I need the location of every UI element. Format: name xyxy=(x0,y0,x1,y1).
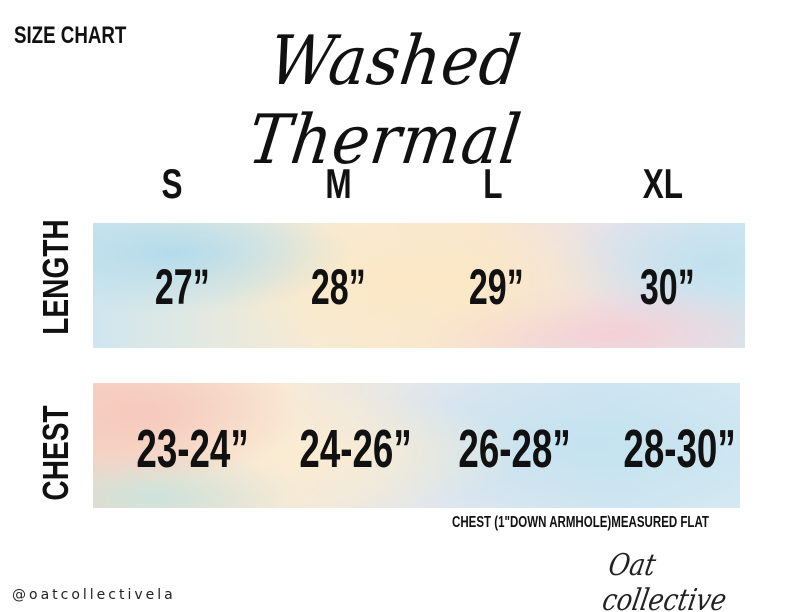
brand-logo: Oat collective xyxy=(599,548,730,612)
size-chart-label: SIZE CHART xyxy=(14,22,127,49)
length-value-l: 29” xyxy=(468,259,524,315)
size-header-s: S xyxy=(161,160,183,207)
chest-value-xl: 28-30” xyxy=(623,419,736,479)
measurement-note: CHEST (1"DOWN ARMHOLE)MEASURED FLAT xyxy=(452,514,709,531)
product-title: Washed Thermal xyxy=(243,22,527,180)
size-header-xl: XL xyxy=(642,160,684,207)
row-label-chest: CHEST xyxy=(35,405,76,501)
size-header-m: M xyxy=(324,160,352,207)
size-header-l: L xyxy=(483,160,503,207)
chest-row-band xyxy=(93,383,740,508)
length-value-s: 27” xyxy=(154,259,210,315)
chest-value-l: 26-28” xyxy=(458,419,571,479)
row-label-length: LENGTH xyxy=(35,219,76,335)
social-handle: @oatcollectivela xyxy=(12,587,176,603)
length-value-m: 28” xyxy=(310,259,366,315)
chest-value-s: 23-24” xyxy=(136,419,249,479)
length-value-xl: 30” xyxy=(639,259,695,315)
chest-value-m: 24-26” xyxy=(299,419,412,479)
length-row-band xyxy=(93,223,745,348)
